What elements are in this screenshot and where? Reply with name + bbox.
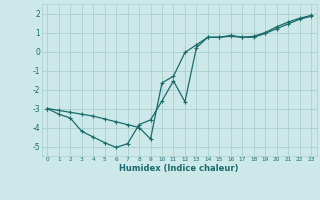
- X-axis label: Humidex (Indice chaleur): Humidex (Indice chaleur): [119, 164, 239, 173]
